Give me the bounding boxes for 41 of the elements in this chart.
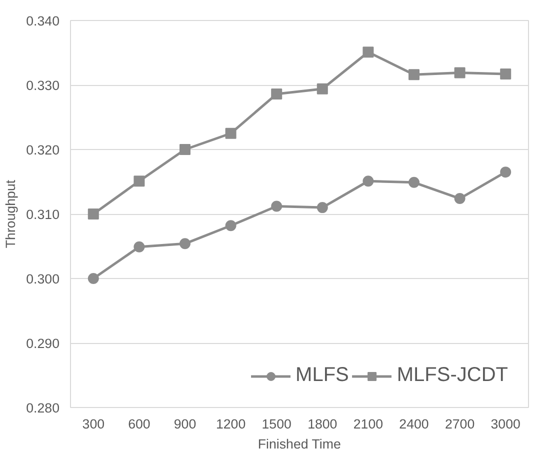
y-tick-label: 0.290 — [26, 336, 60, 351]
point — [408, 69, 420, 80]
legend-label: MLFS — [296, 364, 349, 387]
x-tick-label: 3000 — [490, 416, 520, 432]
point — [180, 238, 190, 250]
point — [225, 220, 236, 232]
x-tick-label: 1200 — [216, 416, 246, 432]
y-tick-label: 0.310 — [26, 207, 60, 222]
x-tick-label: 1800 — [308, 416, 338, 432]
y-axis-title: Throughput — [3, 180, 18, 248]
legend-label: MLFS-JCDT — [396, 364, 508, 387]
x-tick-label: 2100 — [353, 416, 384, 432]
y-tick-label: 0.340 — [26, 14, 60, 28]
point — [454, 67, 466, 78]
x-axis-title: Finished Time — [258, 436, 341, 452]
point — [362, 176, 374, 187]
point — [88, 273, 99, 284]
x-tick-label: 2400 — [399, 416, 429, 432]
point — [180, 144, 190, 155]
x-tick-label: 600 — [128, 416, 150, 432]
x-tick-label: 900 — [174, 416, 196, 432]
y-tick-label: 0.330 — [26, 78, 60, 93]
x-tick-label: 2700 — [444, 416, 475, 432]
point — [408, 176, 420, 188]
y-tick-label: 0.280 — [26, 400, 60, 416]
point — [362, 46, 374, 58]
x-tick-label: 1500 — [262, 416, 292, 432]
point — [271, 200, 282, 212]
point — [134, 241, 145, 252]
point — [271, 88, 282, 100]
point — [454, 193, 466, 204]
point — [316, 83, 328, 94]
point — [88, 208, 99, 220]
point — [500, 68, 512, 80]
point — [316, 202, 328, 214]
x-tick-label: 300 — [82, 416, 105, 432]
y-tick-label: 0.320 — [26, 142, 60, 158]
y-tick-label: 0.300 — [26, 272, 60, 286]
point — [225, 128, 236, 139]
point — [500, 166, 512, 178]
point — [134, 176, 145, 187]
